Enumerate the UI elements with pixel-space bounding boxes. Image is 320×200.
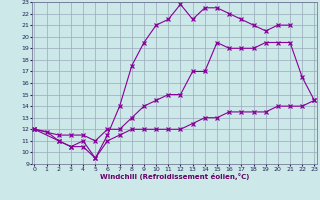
X-axis label: Windchill (Refroidissement éolien,°C): Windchill (Refroidissement éolien,°C) (100, 173, 249, 180)
